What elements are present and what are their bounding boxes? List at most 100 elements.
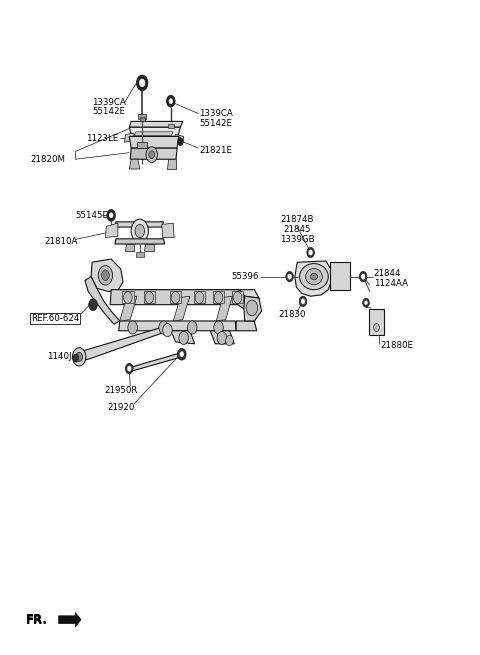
Ellipse shape — [286, 271, 293, 282]
Polygon shape — [194, 291, 205, 303]
Ellipse shape — [125, 364, 133, 374]
Polygon shape — [85, 276, 120, 324]
Polygon shape — [244, 296, 262, 321]
Polygon shape — [129, 352, 183, 372]
Text: 1339CA
55142E: 1339CA 55142E — [199, 109, 233, 128]
Ellipse shape — [171, 291, 180, 303]
Bar — [136, 252, 144, 257]
Bar — [369, 309, 384, 335]
Text: FR.: FR. — [26, 613, 48, 626]
Ellipse shape — [73, 354, 79, 362]
Polygon shape — [110, 290, 240, 305]
Polygon shape — [232, 291, 243, 303]
Ellipse shape — [109, 213, 113, 218]
Ellipse shape — [188, 321, 197, 334]
Polygon shape — [330, 262, 350, 290]
Polygon shape — [168, 159, 176, 169]
Text: 21950R: 21950R — [104, 386, 137, 395]
Ellipse shape — [145, 291, 154, 303]
Polygon shape — [129, 159, 140, 169]
Polygon shape — [75, 328, 168, 362]
Ellipse shape — [360, 271, 367, 282]
Ellipse shape — [146, 147, 157, 162]
Text: FR.: FR. — [26, 614, 48, 627]
Polygon shape — [125, 244, 134, 251]
Ellipse shape — [135, 225, 144, 238]
Ellipse shape — [123, 291, 132, 303]
Polygon shape — [120, 296, 137, 321]
Ellipse shape — [179, 331, 189, 345]
Ellipse shape — [217, 331, 227, 345]
Text: 21821E: 21821E — [199, 145, 232, 155]
Text: 1339CA
55142E: 1339CA 55142E — [92, 98, 126, 117]
Ellipse shape — [180, 352, 184, 357]
Polygon shape — [115, 239, 165, 244]
Text: REF.60-624: REF.60-624 — [30, 315, 78, 324]
Text: 1140JA: 1140JA — [47, 352, 77, 362]
Ellipse shape — [169, 98, 173, 103]
Ellipse shape — [72, 348, 86, 366]
Ellipse shape — [139, 79, 145, 87]
Ellipse shape — [364, 301, 367, 305]
Text: REF.60-624: REF.60-624 — [31, 314, 79, 323]
Ellipse shape — [89, 299, 97, 310]
Polygon shape — [295, 261, 332, 296]
Bar — [168, 124, 174, 128]
Polygon shape — [213, 291, 224, 303]
Ellipse shape — [136, 75, 148, 91]
Text: 21820M: 21820M — [30, 155, 65, 164]
Ellipse shape — [214, 291, 223, 303]
Ellipse shape — [299, 296, 307, 307]
Polygon shape — [162, 223, 174, 238]
Polygon shape — [171, 331, 195, 344]
Bar — [138, 113, 146, 119]
Ellipse shape — [288, 274, 291, 279]
Polygon shape — [144, 244, 154, 251]
Text: 21810A: 21810A — [44, 237, 78, 246]
Text: 21874B
21845
1339GB: 21874B 21845 1339GB — [280, 215, 314, 244]
Ellipse shape — [98, 265, 113, 285]
Ellipse shape — [163, 324, 172, 337]
Polygon shape — [216, 296, 232, 321]
Text: 55396: 55396 — [232, 272, 259, 281]
Polygon shape — [124, 133, 134, 142]
Text: 21830: 21830 — [279, 310, 306, 319]
Text: 21844
1124AA: 21844 1124AA — [373, 269, 408, 288]
Ellipse shape — [178, 348, 186, 360]
Ellipse shape — [102, 270, 109, 280]
Ellipse shape — [363, 298, 369, 307]
Polygon shape — [111, 290, 245, 296]
Text: 1123LE: 1123LE — [86, 134, 118, 143]
Ellipse shape — [159, 321, 168, 334]
Polygon shape — [129, 136, 179, 148]
Ellipse shape — [226, 335, 233, 346]
Polygon shape — [239, 290, 259, 298]
Polygon shape — [144, 291, 155, 303]
Polygon shape — [119, 321, 236, 331]
Ellipse shape — [233, 291, 242, 303]
Ellipse shape — [76, 352, 83, 362]
Text: 55145D: 55145D — [75, 211, 109, 220]
Ellipse shape — [127, 366, 131, 371]
Polygon shape — [173, 296, 190, 321]
Polygon shape — [114, 222, 164, 227]
Polygon shape — [134, 132, 173, 136]
Ellipse shape — [300, 263, 328, 290]
Bar — [137, 142, 147, 148]
Ellipse shape — [149, 151, 155, 159]
Ellipse shape — [131, 219, 148, 243]
Polygon shape — [122, 291, 133, 303]
Polygon shape — [238, 290, 245, 309]
Ellipse shape — [309, 250, 312, 255]
Polygon shape — [129, 127, 180, 136]
Polygon shape — [210, 331, 234, 344]
Polygon shape — [130, 148, 153, 159]
Ellipse shape — [306, 269, 323, 285]
Polygon shape — [152, 148, 177, 159]
Ellipse shape — [214, 321, 223, 334]
Polygon shape — [236, 321, 257, 331]
Ellipse shape — [311, 273, 318, 280]
Ellipse shape — [373, 324, 379, 331]
Ellipse shape — [246, 300, 258, 316]
Ellipse shape — [107, 210, 116, 221]
